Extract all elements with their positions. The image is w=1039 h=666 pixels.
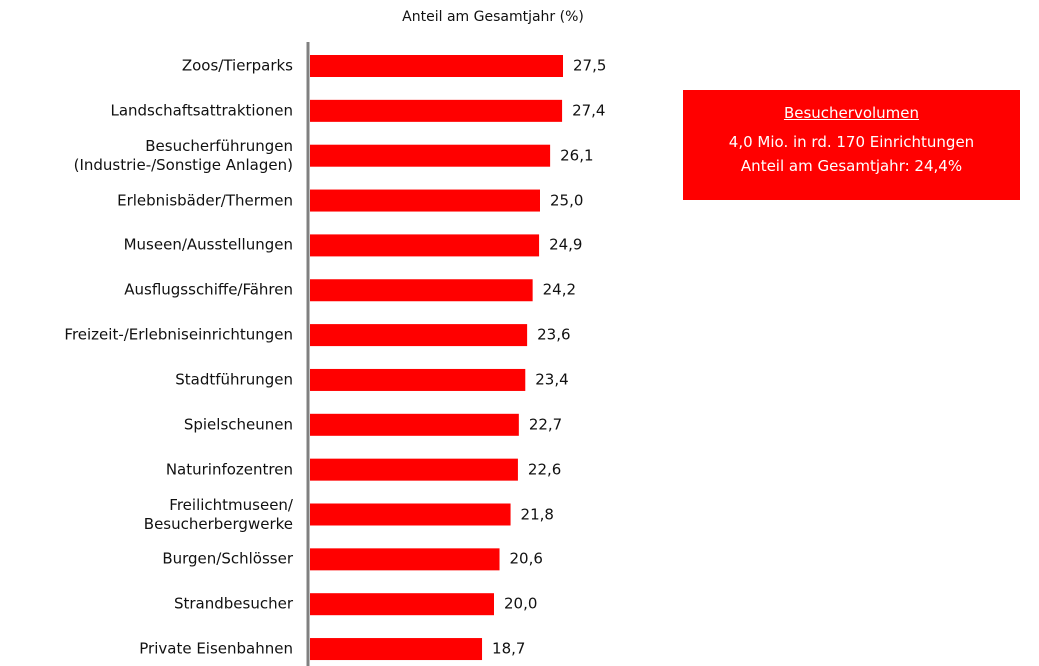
category-label: Besucherführungen (Industrie-/Sonstige A… bbox=[73, 136, 293, 174]
category-label: Freizeit-/Erlebniseinrichtungen bbox=[64, 325, 293, 344]
value-label: 23,6 bbox=[537, 325, 571, 344]
value-label: 24,9 bbox=[549, 235, 583, 254]
info-line: 4,0 Mio. in rd. 170 Einrichtungen bbox=[728, 133, 975, 151]
category-label: Freilichtmuseen/ Besucherbergwerke bbox=[143, 495, 293, 533]
value-label: 26,1 bbox=[560, 146, 594, 165]
category-label: Naturinfozentren bbox=[165, 460, 293, 479]
value-label: 25,0 bbox=[550, 191, 584, 210]
bar bbox=[310, 279, 533, 302]
bar bbox=[310, 413, 519, 436]
bar bbox=[310, 189, 540, 212]
info-line: Anteil am Gesamtjahr: 24,4% bbox=[740, 157, 963, 175]
category-label: Landschaftsattraktionen bbox=[110, 101, 293, 120]
bar bbox=[310, 458, 518, 481]
bar bbox=[310, 144, 551, 167]
category-label: Erlebnisbäder/Thermen bbox=[117, 191, 293, 210]
category-label: Stadtführungen bbox=[175, 370, 293, 389]
bar bbox=[310, 324, 528, 347]
value-label: 18,7 bbox=[492, 639, 526, 658]
bar bbox=[310, 593, 494, 616]
value-label: 27,5 bbox=[573, 56, 607, 75]
axis-title: Anteil am Gesamtjahr (%) bbox=[402, 9, 584, 25]
bar bbox=[310, 368, 526, 391]
bar bbox=[310, 234, 540, 257]
info-box: Besuchervolumen 4,0 Mio. in rd. 170 Einr… bbox=[683, 90, 1020, 200]
value-label: 24,2 bbox=[542, 280, 577, 299]
value-label: 27,4 bbox=[572, 101, 606, 120]
value-label: 22,7 bbox=[528, 415, 563, 434]
category-label: Spielscheunen bbox=[183, 415, 293, 434]
value-label: 20,0 bbox=[504, 594, 538, 613]
category-label: Zoos/Tierparks bbox=[181, 56, 293, 75]
bar bbox=[310, 99, 563, 122]
category-label: Ausflugsschiffe/Fähren bbox=[124, 280, 293, 299]
info-title: Besuchervolumen bbox=[783, 104, 920, 122]
category-label: Burgen/Schlösser bbox=[162, 549, 293, 568]
value-label: 23,4 bbox=[535, 370, 569, 389]
bar bbox=[310, 55, 563, 77]
value-label: 21,8 bbox=[520, 505, 554, 523]
bar bbox=[310, 503, 511, 526]
category-label: Museen/Ausstellungen bbox=[123, 235, 293, 254]
value-label: 22,6 bbox=[527, 460, 562, 479]
value-label: 20,6 bbox=[509, 549, 543, 568]
category-label: Private Eisenbahnen bbox=[139, 639, 293, 658]
category-label: Strandbesucher bbox=[173, 594, 293, 613]
bar bbox=[310, 638, 483, 661]
bar bbox=[310, 548, 500, 571]
